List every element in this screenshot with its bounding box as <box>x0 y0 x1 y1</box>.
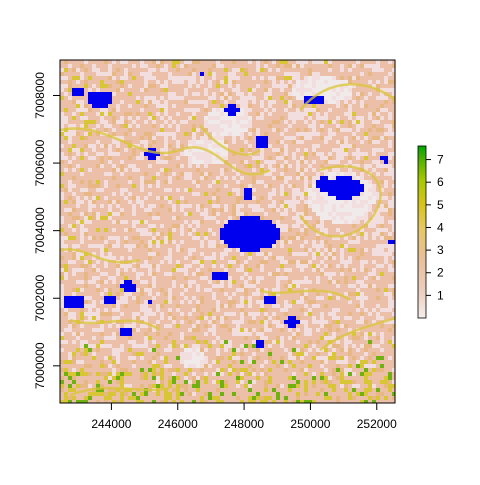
y-tick-label: 7004000 <box>33 207 47 254</box>
y-tick-label: 7002000 <box>33 275 47 322</box>
legend-tick-label: 2 <box>437 266 444 280</box>
x-tick-label: 244000 <box>91 417 131 431</box>
x-tick-label: 246000 <box>158 417 198 431</box>
legend-tick-label: 7 <box>437 153 444 167</box>
x-tick-label: 252000 <box>357 417 397 431</box>
raster-image <box>60 60 395 403</box>
color-legend: 1 2 3 4 5 6 7 <box>417 145 444 319</box>
legend-tick-label: 4 <box>437 220 444 234</box>
legend-tick-label: 1 <box>437 288 444 302</box>
legend-tick-label: 6 <box>437 175 444 189</box>
legend-tick-label: 3 <box>437 243 444 257</box>
y-axis: 7000000 7002000 7004000 7006000 7008000 <box>33 72 61 389</box>
x-tick-label: 248000 <box>224 417 264 431</box>
y-tick-label: 7008000 <box>33 72 47 119</box>
y-tick-label: 7006000 <box>33 139 47 186</box>
legend-colorbar <box>417 145 427 319</box>
x-axis: 244000 246000 248000 250000 252000 <box>91 402 397 431</box>
x-tick-label: 250000 <box>290 417 330 431</box>
legend-tick-label: 5 <box>437 198 444 212</box>
y-tick-label: 7000000 <box>33 342 47 389</box>
